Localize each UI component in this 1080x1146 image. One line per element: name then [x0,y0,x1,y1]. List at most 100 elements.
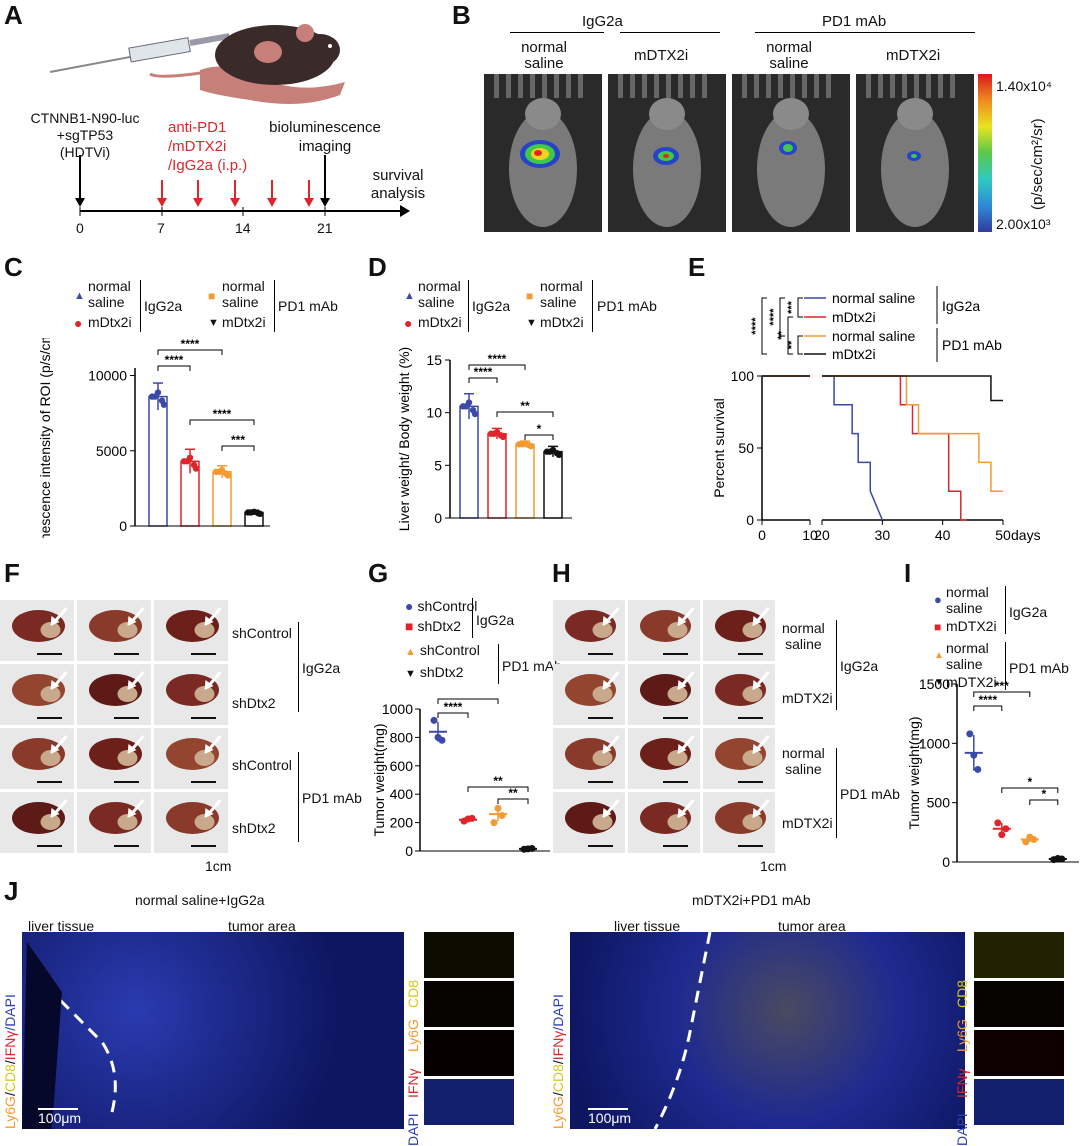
legend-group: IgG2a [472,298,511,314]
significance-label: **** [181,338,200,351]
colorbar-max: 1.40x10⁴ [996,78,1052,94]
data-point [553,450,561,457]
y-tick-label: 0 [119,518,127,534]
liver-photo [553,792,625,853]
liver-photo [703,792,775,853]
tick-21: 21 [317,220,333,236]
significance-label: * [1027,775,1032,789]
panel-label-h: H [552,558,571,588]
ivis-image [484,74,602,232]
circle-icon: ● [405,598,414,614]
triangle-down-icon: ▼ [208,317,219,329]
tumor-label: tumor area [228,918,296,934]
y-tick-label: 50 [738,440,754,456]
liver-photo [0,600,74,661]
data-point [970,751,978,759]
legend-label: mDtx2i [832,309,876,325]
significance-bracket [468,364,526,370]
data-point [974,765,982,773]
significance-bracket [157,349,223,355]
circle-icon: ● [74,315,83,331]
scale-label: 1cm [760,858,787,874]
ivis-image [856,74,974,232]
data-point [1030,835,1038,843]
significance-label: *** [786,300,798,314]
data-point [994,819,1002,827]
fluorescence-image [22,932,404,1129]
y-tick-label: 1000 [382,701,413,717]
liver-photo [628,728,700,789]
data-point [190,461,198,469]
y-tick-label: 100 [731,368,755,384]
legend-g: ● shControl ■ shDtx2 ▲ shControl ▼ shDtx2 [405,598,480,680]
colorbar [978,74,992,232]
data-point [468,814,476,822]
legend-group: IgG2a [1009,604,1048,620]
tick-14: 14 [235,220,251,236]
triangle-icon: ▲ [74,290,85,302]
imaging-text: bioluminescence imaging [269,119,381,155]
liver-photo [703,728,775,789]
y-axis-label: Tumor weight(mg) [906,716,922,829]
treatment-text: anti-PD1/mDTX2i/IgG2a (i.p.) [168,119,248,174]
y-axis-label: Liver weight/ Body weight (%) [396,347,412,531]
significance-bracket [1029,799,1059,805]
legend-i2: ▲ normal saline ▼ mDTX2i [934,640,997,690]
bar [212,471,232,527]
triangle-icon: ▲ [404,290,415,302]
liver-photo [628,792,700,853]
liver-photo [77,728,151,789]
panel-label-e: E [688,252,706,282]
bar [148,395,168,527]
square-icon: ■ [934,620,942,634]
y-tick-label: 200 [390,815,414,831]
significance-label: **** [459,695,478,700]
tick-0: 0 [76,220,84,236]
data-point [1058,855,1066,863]
significance-bracket [467,786,529,792]
y-tick-label: 5000 [96,443,127,459]
significance-bracket [797,297,803,318]
significance-label: ** [786,340,798,349]
significance-label: **** [750,317,762,335]
chart-c: 0 5000 10000 Luminescence intensity of ROI … [37,338,270,538]
square-icon: ■ [526,289,534,303]
row-label: shDtx2 [232,820,276,836]
y-tick-label: 0 [942,854,950,870]
circle-icon: ● [934,592,942,607]
channel-image-ifng [974,1030,1064,1076]
liver-photo [703,600,775,661]
legend-c: ▲ normal saline ● mDtx2i [74,278,132,331]
group-pd1: PD1 mAb [822,13,887,30]
legend-d2: ■ normal saline ▼ mDtx2i [526,278,584,330]
row-label: shControl [232,625,292,641]
legend-label: normal saline [832,290,915,306]
row-label: mDTX2i [782,690,833,706]
j-left-vlabel: Ly6G/CD8/IFNγ/DAPI [2,994,18,1129]
legend-i: ● normal saline ■ mDTX2i [934,584,997,634]
liver-photo [154,728,228,789]
significance-label: ** [493,774,503,788]
significance-bracket [189,419,255,425]
tumor-label: tumor area [778,918,846,934]
liver-photo [628,664,700,725]
cond-label: mDTX2i [886,47,941,64]
liver-photo-grid [0,600,230,855]
significance-bracket [157,365,191,371]
row-label: normal saline [782,745,825,777]
y-tick-label: 0 [746,512,754,528]
significance-label: **** [474,365,493,379]
liver-photo [77,664,151,725]
significance-bracket [761,297,767,355]
x-tick-label: 20 [814,527,830,543]
significance-bracket [468,377,498,383]
liver-photo [77,792,151,853]
y-tick-label: 1500 [919,676,950,692]
triangle-icon: ▲ [934,650,944,661]
liver-photo [154,664,228,725]
divider [620,32,720,33]
data-point [254,509,262,517]
significance-bracket [524,434,554,440]
channel-image-dapi [974,1079,1064,1125]
